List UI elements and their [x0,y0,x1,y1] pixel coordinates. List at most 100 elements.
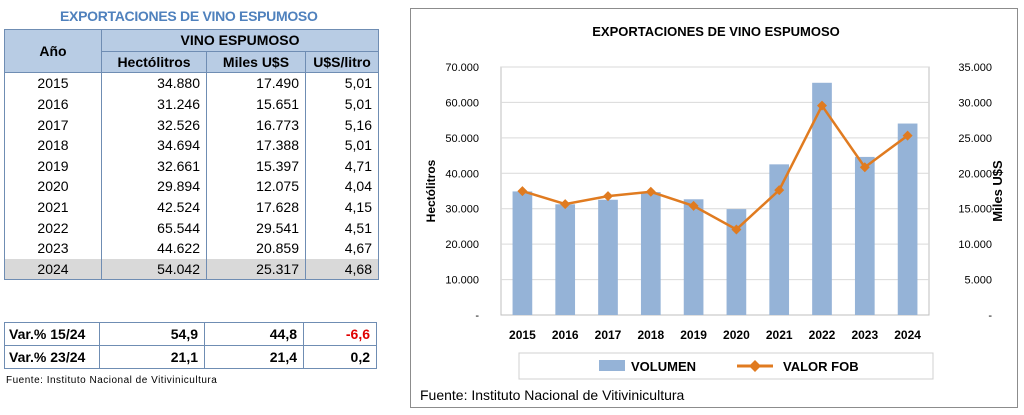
cell-miles-usd: 17.490 [206,72,306,94]
x-tick-label: 2021 [766,328,793,342]
cell-year: 2016 [4,93,102,115]
cell-year: 2018 [4,134,102,156]
marker-valor-fob [859,162,870,173]
variation-row: Var.% 15/24 54,9 44,8 -6,6 [4,322,377,346]
legend-volumen-label: VOLUMEN [631,359,696,374]
y2-axis-label: Miles U$S [990,160,1005,222]
y-tick-label: 60.000 [445,97,479,109]
cell-year: 2019 [4,155,102,177]
exports-chart: EXPORTACIONES DE VINO ESPUMOSO - - 10.000 5… [424,24,1005,380]
cell-usd-litro: 4,51 [305,217,379,238]
variation-table: Var.% 15/24 54,9 44,8 -6,6 Var.% 23/24 21,1 21… [4,322,377,369]
y2-tick-label: 15.000 [958,204,992,216]
y-tick-label: 30.000 [445,204,479,216]
cell-hectolitros: 32.526 [101,114,207,135]
cell-usd-litro: 5,01 [305,134,379,156]
table-title: EXPORTACIONES DE VINO ESPUMOSO [60,8,318,24]
cell-miles-usd: 17.628 [206,196,306,218]
bar-volumen [555,204,576,315]
x-tick-label: 2016 [552,328,579,342]
cell-hectolitros: 34.694 [101,134,207,156]
table-row: 2023 44.622 20.859 4,67 [4,237,379,259]
x-tick-label: 2015 [509,328,536,342]
variation-hectolitros: 21,1 [99,345,205,369]
marker-valor-fob [517,186,528,197]
x-tick-label: 2019 [680,328,707,342]
cell-hectolitros: 31.246 [101,93,207,115]
table-source: Fuente: Instituto Nacional de Vitivinicu… [6,375,218,386]
bar-volumen [683,199,704,315]
variation-usd-litro: 0,2 [303,345,377,369]
y-tick-label: 10.000 [445,275,479,287]
cell-year: 2021 [4,196,102,218]
variation-usd-litro: -6,6 [303,322,377,346]
header-usd-litro: U$S/litro [305,50,379,74]
bar-volumen [512,191,533,315]
table-row: 2024 54.042 25.317 4,68 [4,258,379,281]
cell-miles-usd: 29.541 [206,217,306,238]
cell-year: 2017 [4,114,102,135]
variation-label: Var.% 15/24 [4,322,100,346]
cell-year: 2024 [4,258,102,281]
header-year: Año [4,28,102,74]
cell-hectolitros: 42.524 [101,196,207,218]
chart-title: EXPORTACIONES DE VINO ESPUMOSO [592,24,840,39]
x-tick-label: 2020 [723,328,750,342]
cell-usd-litro: 4,04 [305,176,379,197]
cell-hectolitros: 29.894 [101,176,207,197]
table-row: 2018 34.694 17.388 5,01 [4,134,379,156]
header-miles-usd: Miles U$S [206,50,306,74]
marker-valor-fob [688,200,699,211]
table-row: 2016 31.246 15.651 5,01 [4,93,379,115]
x-tick-label: 2022 [809,328,836,342]
marker-valor-fob [817,100,827,111]
marker-valor-fob [645,186,656,197]
variation-miles-usd: 44,8 [204,322,304,346]
bar-volumen [769,164,790,315]
marker-valor-fob [902,130,913,141]
y-tick-label: 50.000 [445,133,479,145]
y-tick-label: 70.000 [445,62,479,74]
bar-volumen [897,123,918,315]
bar-volumen [598,199,618,315]
cell-hectolitros: 65.544 [101,217,207,238]
cell-year: 2015 [4,72,102,94]
marker-valor-fob [731,224,742,235]
cell-usd-litro: 5,16 [305,114,379,135]
table-row: 2017 32.526 16.773 5,16 [4,114,379,135]
y2-tick-label: 35.000 [958,62,992,74]
legend-box [518,352,934,380]
x-tick-label: 2024 [894,328,921,342]
table-row: 2022 65.544 29.541 4,51 [4,217,379,238]
line-valor-fob [522,103,909,231]
marker-valor-fob [603,191,613,202]
y-tick-label: 20.000 [445,239,479,251]
variation-miles-usd: 21,4 [204,345,304,369]
x-tick-label: 2023 [851,328,878,342]
y-tick-label: - [475,310,479,322]
cell-miles-usd: 15.651 [206,93,306,115]
cell-miles-usd: 12.075 [206,176,306,197]
cell-year: 2022 [4,217,102,238]
exports-table: Año VINO ESPUMOSO Hectólitros Miles U$S … [4,28,379,281]
cell-year: 2020 [4,176,102,197]
y-tick-label: 40.000 [445,168,479,180]
cell-usd-litro: 4,71 [305,155,379,177]
legend-valor-fob-label: VALOR FOB [783,359,859,374]
y2-tick-label: 20.000 [958,168,992,180]
bar-volumen [854,156,875,315]
y2-tick-label: 30.000 [958,97,992,109]
y-axis-label: Hectólitros [424,159,438,222]
table-row: 2020 29.894 12.075 4,04 [4,176,379,197]
legend-valor-fob-marker [749,360,761,372]
cell-miles-usd: 25.317 [206,258,306,281]
bar-volumen [640,192,661,315]
cell-miles-usd: 20.859 [206,237,306,259]
cell-usd-litro: 4,67 [305,237,379,259]
cell-hectolitros: 32.661 [101,155,207,177]
x-tick-label: 2017 [595,328,622,342]
marker-valor-fob [560,199,571,210]
header-group: VINO ESPUMOSO [101,29,379,52]
cell-usd-litro: 4,68 [305,258,379,281]
table-row: 2015 34.880 17.490 5,01 [4,72,379,94]
